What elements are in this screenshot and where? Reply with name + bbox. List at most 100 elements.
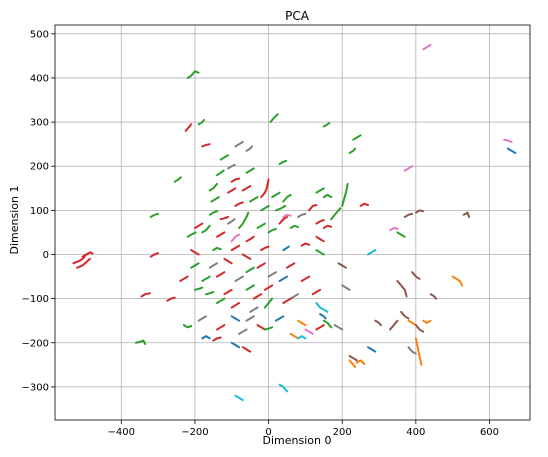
- trajectory-line: [219, 216, 230, 221]
- trajectory-line: [241, 185, 252, 192]
- trajectory-line: [278, 383, 288, 393]
- trajectory-line: [278, 159, 288, 165]
- x-tick-label: 600: [480, 427, 499, 438]
- trajectory-line: [451, 275, 463, 287]
- trajectory-line: [81, 251, 94, 258]
- trajectory-line: [223, 288, 233, 296]
- y-tick-label: 400: [30, 73, 49, 84]
- trajectory-line: [414, 337, 423, 366]
- y-tick-label: −300: [22, 382, 49, 393]
- trajectory-line: [197, 315, 207, 322]
- trajectory-line: [249, 306, 259, 313]
- trajectory-line: [190, 262, 200, 269]
- y-tick-label: 100: [30, 206, 49, 217]
- trajectory-line: [267, 227, 277, 234]
- trajectory-line: [282, 193, 292, 203]
- trajectory-line: [315, 249, 325, 256]
- trajectory-line: [216, 271, 226, 278]
- trajectory-line: [208, 210, 218, 216]
- trajectory-line: [274, 315, 285, 322]
- trajectory-line: [359, 202, 369, 207]
- x-tick-label: −400: [108, 427, 135, 438]
- trajectory-line: [201, 224, 211, 234]
- trajectory-line: [227, 218, 236, 225]
- trajectory-line: [263, 284, 274, 291]
- trajectory-line: [322, 193, 333, 199]
- trajectory-line: [389, 227, 399, 232]
- trajectory-line: [241, 253, 252, 260]
- trajectory-line: [140, 292, 151, 298]
- trajectory-line: [411, 271, 421, 280]
- trajectory-line: [389, 319, 399, 331]
- trajectory-line: [341, 284, 351, 291]
- x-tick-label: 400: [406, 427, 425, 438]
- trajectory-line: [149, 252, 160, 258]
- trajectory-line: [422, 319, 432, 324]
- trajectory-line: [208, 262, 218, 269]
- trajectory-line: [256, 262, 266, 269]
- trajectory-line: [245, 284, 255, 291]
- trajectory-line: [271, 191, 281, 199]
- trajectory-line: [308, 204, 318, 212]
- trajectory-line: [289, 332, 299, 340]
- x-tick-label: 0: [265, 427, 271, 438]
- trajectory-line: [193, 222, 204, 229]
- trajectory-line: [282, 297, 292, 304]
- x-axis-label: Dimension 0: [263, 434, 332, 447]
- trajectory-line: [230, 177, 241, 183]
- trajectory-line: [297, 319, 307, 327]
- trajectory-line: [348, 355, 358, 362]
- trajectory-line: [184, 123, 193, 132]
- trajectory-line: [186, 70, 200, 79]
- trajectory-line: [227, 163, 236, 170]
- axes: −400 −200 0 200 400 600 −300 −200 −100 0 100 200 300…: [22, 24, 531, 438]
- trajectory-line: [234, 275, 244, 282]
- trajectory-line: [241, 346, 252, 353]
- trajectory-line: [234, 141, 244, 148]
- trajectory-line: [234, 201, 244, 207]
- y-axis-label: Dimension 1: [8, 186, 21, 255]
- trajectory-line: [201, 275, 211, 282]
- trajectory-line: [315, 219, 325, 225]
- trajectory-line: [267, 271, 277, 278]
- chart-title: PCA: [285, 9, 310, 23]
- trajectory-line: [135, 339, 147, 346]
- trajectory-line: [227, 187, 237, 194]
- trajectory-line: [245, 167, 255, 174]
- trajectory-line: [337, 262, 347, 269]
- trajectory-line: [249, 196, 259, 203]
- trajectory-line: [193, 286, 204, 291]
- trajectory-line: [278, 275, 288, 282]
- trajectory-line: [315, 187, 325, 194]
- trajectory-line: [289, 224, 299, 229]
- trajectory-line: [256, 324, 266, 331]
- trajectory-line: [230, 244, 241, 252]
- trajectory-line: [396, 231, 406, 238]
- trajectory-line: [197, 118, 206, 126]
- trajectory-line: [304, 328, 314, 335]
- trajectory-line: [374, 319, 382, 327]
- plot-frame: [54, 24, 531, 421]
- trajectory-line: [319, 313, 327, 320]
- trajectory-line: [315, 324, 325, 331]
- y-tick-label: 200: [30, 162, 49, 173]
- trajectory-line: [256, 222, 266, 229]
- trajectory-line: [245, 266, 255, 274]
- trajectory-line: [355, 359, 366, 365]
- trajectory-line: [429, 293, 438, 300]
- trajectory-line: [297, 212, 307, 218]
- y-tick-label: 300: [30, 118, 49, 129]
- trajectory-line: [245, 145, 253, 152]
- trajectory-line: [263, 297, 274, 309]
- trajectory-line: [76, 257, 91, 269]
- trajectory-line: [367, 249, 377, 256]
- trajectory-line: [367, 346, 377, 353]
- trajectory-line: [322, 122, 331, 128]
- trajectory-line: [212, 336, 222, 342]
- y-tick-label: 500: [30, 29, 49, 40]
- trajectory-line: [315, 302, 329, 313]
- trajectory-line: [348, 147, 357, 154]
- y-tick-label: −200: [22, 338, 49, 349]
- trajectory-line: [179, 275, 189, 282]
